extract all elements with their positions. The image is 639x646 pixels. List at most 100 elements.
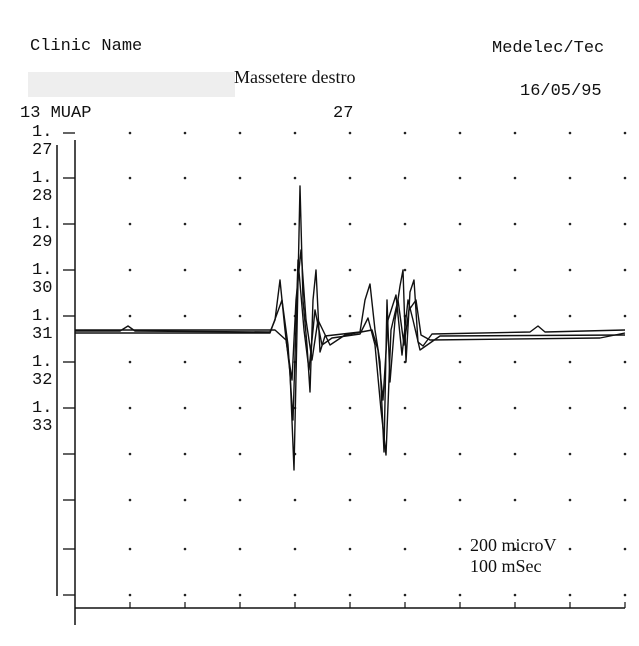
grid-dot [128,360,132,364]
grid-dot [293,498,297,502]
grid-dot [403,268,407,272]
grid-dot [568,452,572,456]
y-label: 1. [32,123,52,142]
trace [75,249,626,401]
grid-dot [458,593,462,597]
grid-dot [128,222,132,226]
grid-dot [128,547,132,551]
grid-dot [183,452,187,456]
y-label: 1. [32,353,52,372]
grid-dot [513,406,517,410]
grid-dot [403,406,407,410]
grid-dot [458,176,462,180]
grid-dot [348,593,352,597]
grid-dot [293,268,297,272]
grid-dot [238,314,242,318]
grid-dot [183,406,187,410]
grid-dot [623,593,627,597]
grid-dot [348,314,352,318]
grid-dot [403,452,407,456]
grid-dot [293,222,297,226]
y-label: 29 [32,233,52,252]
grid-dot [513,360,517,364]
grid-dot [128,452,132,456]
grid-dot [568,222,572,226]
y-label: 33 [32,417,52,436]
grid-dot [348,176,352,180]
grid-dot [128,498,132,502]
grid-dot [348,222,352,226]
grid-dot [623,222,627,226]
grid-dot [183,360,187,364]
y-label: 28 [32,187,52,206]
grid-dot [183,222,187,226]
grid-dot [293,176,297,180]
grid-dot [513,176,517,180]
grid-dot [238,268,242,272]
grid-dot [238,360,242,364]
annotation: 200 microV [470,535,556,555]
grid-dot [458,131,462,135]
grid-dot [568,268,572,272]
grid-dot [348,406,352,410]
grid-dot [623,547,627,551]
grid-dot [623,360,627,364]
device-name: Medelec/Tec [492,39,604,58]
grid-dot [348,452,352,456]
clinic-name: Clinic Name [30,37,142,56]
grid-dot [128,406,132,410]
grid-dot [623,406,627,410]
grid-dot [513,222,517,226]
muap-count: 27 [333,104,353,123]
grid-dot [293,593,297,597]
grid-dot [128,131,132,135]
date: 16/05/95 [520,82,602,101]
grid-dot [513,131,517,135]
grid-dot [403,176,407,180]
y-label: 1. [32,215,52,234]
grid-dot [458,498,462,502]
grid-dot [238,222,242,226]
waveforms [75,185,626,471]
grid-dot [623,498,627,502]
grid-dot [128,314,132,318]
grid-dot [403,222,407,226]
muap-label: 13 MUAP [20,104,91,123]
y-label: 27 [32,141,52,160]
grid-dot [183,268,187,272]
grid-dot [348,131,352,135]
grid-dot [513,268,517,272]
grid-dot [238,593,242,597]
grid-dot [623,131,627,135]
grid-dot [183,176,187,180]
grid [63,131,627,608]
grid-dot [403,498,407,502]
grid-dot [183,498,187,502]
grid-dot [513,547,517,551]
grid-dot [623,176,627,180]
grid-dot [183,547,187,551]
trace [75,259,626,456]
grid-dot [568,498,572,502]
y-label: 1. [32,399,52,418]
grid-dot [568,360,572,364]
grid-dot [568,131,572,135]
y-labels: 1.271.281.291.301.311.321.33 [32,123,52,436]
grid-dot [403,593,407,597]
grid-dot [568,176,572,180]
grid-dot [238,547,242,551]
y-label: 32 [32,371,52,390]
y-label: 1. [32,261,52,280]
grid-dot [623,268,627,272]
grid-dot [293,131,297,135]
grid-dot [238,406,242,410]
header-band [28,72,235,97]
grid-dot [238,176,242,180]
grid-dot [458,547,462,551]
grid-dot [128,176,132,180]
grid-dot [458,360,462,364]
grid-dot [348,547,352,551]
grid-dot [293,547,297,551]
grid-dot [568,593,572,597]
